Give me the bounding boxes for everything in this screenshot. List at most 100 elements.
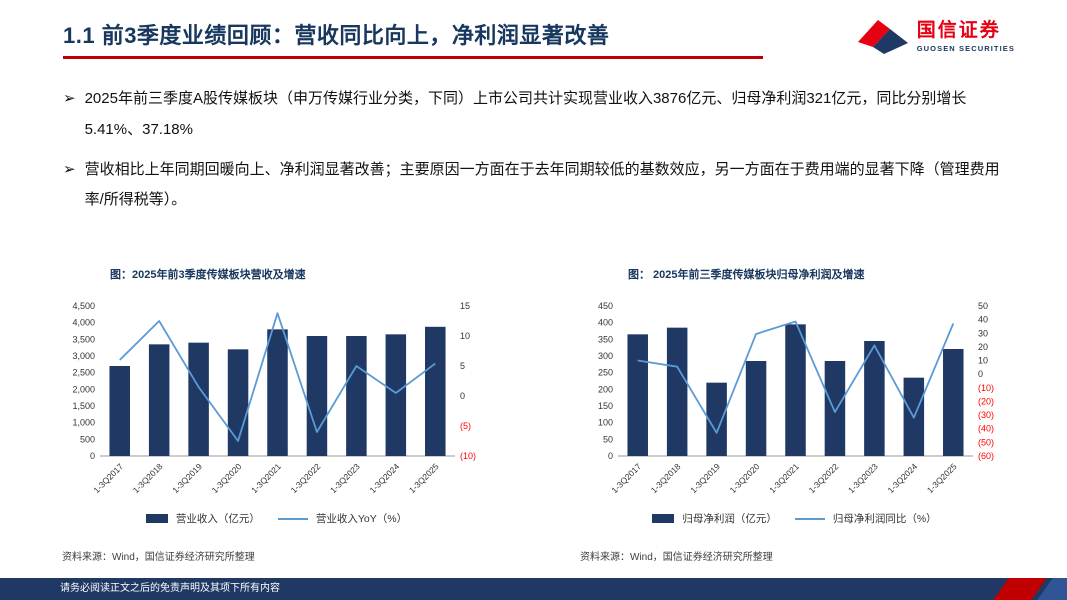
bullet-arrow-icon: ➢ — [63, 90, 76, 107]
x-axis-label: 1-3Q2021 — [249, 461, 283, 495]
bar — [864, 341, 885, 456]
left-axis-tick: 450 — [598, 301, 613, 311]
net-profit-chart-legend: 归母净利润（亿元） 归母净利润同比（%） — [576, 511, 1013, 526]
right-axis-tick: (40) — [978, 424, 994, 434]
right-axis-tick: (10) — [978, 383, 994, 393]
logo-text-block: 国信证券 GUOSEN SECURITIES — [916, 20, 1015, 53]
bar-series-label: 营业收入（亿元） — [175, 513, 260, 525]
bar — [188, 342, 209, 456]
left-axis-tick: 4,500 — [72, 301, 95, 311]
x-axis-label: 1-3Q2025 — [407, 461, 441, 495]
bar — [148, 344, 170, 456]
bar — [745, 361, 767, 456]
right-axis-tick: 10 — [978, 356, 988, 366]
bar — [425, 326, 446, 456]
slide-header: 1.1 前3季度业绩回顾：营收同比向上，净利润显著改善 国信证券 GUOSEN … — [63, 18, 1015, 59]
right-axis-tick: 5 — [460, 361, 465, 371]
line-series-swatch — [277, 517, 308, 520]
left-axis-tick: 150 — [598, 401, 613, 411]
left-axis-tick: 1,000 — [72, 418, 95, 428]
bar — [227, 349, 249, 456]
right-axis-tick: 40 — [978, 315, 988, 325]
left-axis-tick: 1,500 — [72, 401, 95, 411]
x-axis-label: 1-3Q2023 — [846, 461, 880, 495]
left-axis-tick: 100 — [598, 418, 613, 428]
right-axis-tick: 50 — [978, 301, 988, 311]
charts-row: 图：2025年前3季度传媒板块营收及增速 4,500 4,000 3,500 3,00… — [58, 266, 1013, 563]
left-axis-tick: 2,500 — [72, 368, 95, 378]
right-axis-tick: (20) — [978, 396, 994, 406]
bar — [627, 334, 648, 456]
revenue-chart-plot: 4,500 4,000 3,500 3,000 2,500 2,000 1,500 1,000… — [58, 288, 495, 508]
revenue-chart: 图：2025年前3季度传媒板块营收及增速 4,500 4,000 3,500 3,00… — [58, 266, 495, 563]
x-axis-label: 1-3Q2017 — [609, 461, 643, 495]
right-axis-tick: (60) — [978, 451, 994, 461]
bar — [824, 361, 846, 456]
right-axis-tick: (5) — [460, 421, 471, 431]
bullet-arrow-icon: ➢ — [63, 160, 76, 178]
x-axis-label: 1-3Q2018 — [131, 461, 165, 495]
yoy-line — [637, 320, 955, 434]
x-axis-label: 1-3Q2022 — [807, 461, 841, 495]
x-axis-label: 1-3Q2020 — [728, 461, 762, 495]
bullet-item-1: ➢ 2025年前三季度A股传媒板块（申万传媒行业分类，下同）上市公司共计实现营业… — [63, 84, 1015, 146]
bar — [943, 349, 964, 456]
net-profit-chart-plot: 450 400 350 300 250 200 150 100 50 0 50 40 30 20 10 0 (1… — [576, 288, 1013, 508]
net-profit-chart: 图： 2025年前三季度传媒板块归母净利润及增速 450 400 350 300 250… — [576, 266, 1013, 563]
right-axis-tick: (10) — [460, 451, 476, 461]
chart-canvas: 4,500 4,000 3,500 3,000 2,500 2,000 1,500 1,000… — [72, 301, 476, 495]
right-axis-tick: (30) — [978, 410, 994, 420]
bar-series-swatch — [652, 514, 675, 523]
bullet-item-2: ➢ 营收相比上年同期回暖向上、净利润显著改善；主要原因一方面在于去年同期较低的基… — [63, 155, 1015, 217]
bar — [109, 366, 130, 456]
left-axis-tick: 400 — [598, 318, 613, 328]
bar — [785, 324, 806, 456]
logo-name-en: GUOSEN SECURITIES — [916, 43, 1015, 53]
chart-canvas: 45040035030025020015010050050403020100(1… — [598, 301, 994, 495]
line-series-label: 营业收入YoY（%） — [315, 513, 408, 525]
x-axis-label: 1-3Q2025 — [925, 461, 959, 495]
right-axis-tick: 20 — [978, 342, 988, 352]
bar — [706, 382, 727, 456]
logo-name-cn: 国信证券 — [916, 20, 1001, 42]
bar — [306, 336, 328, 456]
right-axis-tick: 10 — [460, 331, 470, 341]
bullet-text: 2025年前三季度A股传媒板块（申万传媒行业分类，下同）上市公司共计实现营业收入… — [84, 90, 967, 138]
revenue-chart-title: 图：2025年前3季度传媒板块营收及增速 — [110, 269, 306, 281]
bar-series-label: 归母净利润（亿元） — [682, 513, 777, 525]
page-title: 1.1 前3季度业绩回顾：营收同比向上，净利润显著改善 — [63, 18, 763, 59]
x-axis-label: 1-3Q2024 — [367, 461, 401, 495]
left-axis-tick: 2,000 — [72, 384, 95, 394]
left-axis-tick: 200 — [598, 384, 613, 394]
bar — [385, 334, 407, 456]
x-axis-label: 1-3Q2022 — [289, 461, 323, 495]
source-note: 资料来源：Wind，国信证券经济研究所整理 — [62, 552, 255, 563]
left-axis-tick: 250 — [598, 368, 613, 378]
bar — [666, 327, 688, 456]
x-axis-label: 1-3Q2018 — [649, 461, 683, 495]
net-profit-chart-title: 图： 2025年前三季度传媒板块归母净利润及增速 — [628, 269, 865, 281]
x-axis-label: 1-3Q2024 — [885, 461, 919, 495]
right-axis-tick: (50) — [978, 437, 994, 447]
yoy-line — [119, 312, 436, 442]
footer-disclaimer: 请务必阅读正文之后的免责声明及其项下所有内容 — [60, 583, 280, 594]
bar-series-swatch — [145, 514, 168, 523]
x-axis-label: 1-3Q2017 — [91, 461, 125, 495]
x-axis-label: 1-3Q2023 — [328, 461, 362, 495]
guosen-logo-icon — [857, 20, 908, 54]
line-series-label: 归母净利润同比（%） — [832, 513, 937, 525]
right-axis-tick: 0 — [978, 369, 983, 379]
revenue-chart-legend: 营业收入（亿元） 营业收入YoY（%） — [58, 511, 495, 526]
bar — [267, 329, 288, 456]
x-axis-label: 1-3Q2019 — [688, 461, 722, 495]
right-axis-tick: 15 — [460, 301, 470, 311]
left-axis-tick: 300 — [598, 351, 613, 361]
left-axis-tick: 0 — [90, 451, 95, 461]
body-text: ➢ 2025年前三季度A股传媒板块（申万传媒行业分类，下同）上市公司共计实现营业… — [63, 84, 1015, 225]
company-logo: 国信证券 GUOSEN SECURITIES — [856, 18, 1015, 56]
left-axis-tick: 3,000 — [72, 351, 95, 361]
left-axis-tick: 3,500 — [72, 334, 95, 344]
footer-bar: 请务必阅读正文之后的免责声明及其项下所有内容 — [0, 578, 1067, 600]
left-axis-tick: 4,000 — [72, 318, 95, 328]
x-axis-label: 1-3Q2021 — [767, 461, 801, 495]
